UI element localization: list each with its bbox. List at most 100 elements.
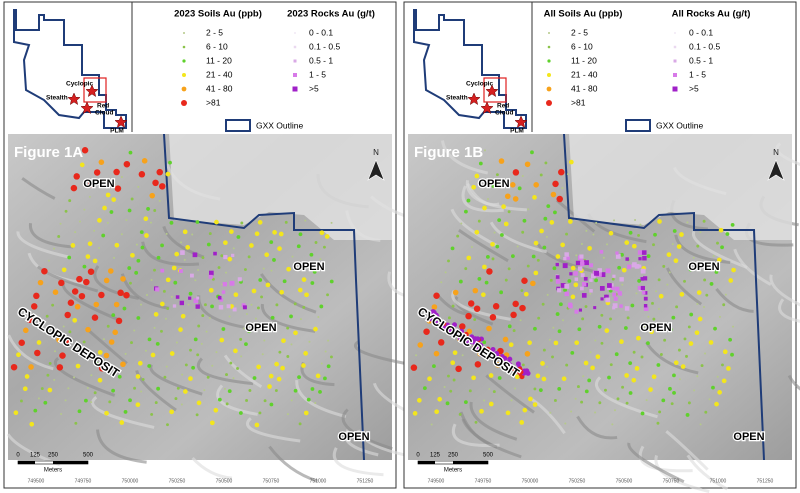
- soil-sample: [702, 219, 706, 223]
- soil-sample: [708, 398, 711, 401]
- soil-sample: [463, 331, 469, 337]
- soil-sample: [609, 317, 613, 321]
- rock-sample: [217, 295, 222, 300]
- soil-sample: [201, 314, 205, 318]
- soil-sample: [565, 363, 569, 367]
- soil-sample: [452, 289, 459, 296]
- soil-sample: [310, 387, 315, 391]
- rock-sample: [597, 272, 602, 277]
- soil-sample: [507, 267, 511, 271]
- rock-sample: [172, 304, 177, 308]
- soil-sample: [492, 303, 500, 310]
- soil-sample: [456, 333, 462, 339]
- soil-sample: [307, 265, 310, 269]
- soil-sample: [256, 306, 260, 310]
- soil-sample: [119, 420, 125, 425]
- soil-sample: [479, 351, 485, 357]
- inset-label: Red: [97, 103, 109, 110]
- soil-sample: [499, 290, 504, 295]
- upland: [569, 134, 792, 240]
- rock-sample: [241, 303, 246, 308]
- soil-sample: [90, 374, 93, 377]
- soil-sample: [187, 303, 190, 306]
- rock-sample: [219, 298, 224, 302]
- ridge: [268, 445, 318, 483]
- soil-sample: [247, 329, 252, 334]
- x-coordinate: 750250: [169, 478, 186, 484]
- soil-sample: [314, 241, 318, 244]
- soil-sample: [621, 385, 625, 389]
- soil-sample: [217, 266, 221, 269]
- soil-sample: [154, 401, 158, 405]
- soil-sample: [166, 307, 170, 310]
- soil-sample: [714, 270, 719, 274]
- inset-frame: [483, 77, 507, 103]
- soil-sample: [456, 234, 460, 238]
- soil-sample: [487, 197, 490, 200]
- rock-sample: [643, 304, 648, 308]
- soil-sample: [533, 181, 540, 188]
- rock-sample: [594, 270, 599, 276]
- soil-sample: [595, 354, 601, 360]
- soil-sample: [274, 361, 279, 367]
- soil-sample: [580, 242, 583, 245]
- soil-sample: [128, 281, 132, 285]
- soil-sample: [658, 293, 664, 299]
- soil-sample: [551, 355, 554, 359]
- soil-sample: [24, 374, 30, 379]
- rock-sample: [560, 283, 566, 288]
- legend-swatch: [181, 100, 187, 106]
- soil-sample: [130, 341, 133, 345]
- rock-sample: [597, 268, 602, 273]
- soil-sample: [26, 316, 33, 324]
- soil-sample: [81, 146, 89, 154]
- soil-sample: [284, 220, 288, 224]
- soil-sample: [595, 221, 598, 224]
- soil-sample: [136, 316, 141, 320]
- soil-sample: [150, 412, 154, 416]
- soil-sample: [225, 402, 229, 406]
- soil-sample: [123, 160, 131, 168]
- soil-sample: [214, 219, 219, 225]
- soil-sample: [128, 150, 133, 155]
- soil-sample: [213, 407, 219, 413]
- soil-sample: [93, 301, 100, 308]
- soil-sample: [685, 413, 690, 417]
- soil-sample: [34, 349, 41, 357]
- soil-sample: [696, 244, 700, 248]
- ridge: [216, 384, 258, 416]
- soil-sample: [558, 302, 563, 307]
- soil-sample: [260, 295, 264, 299]
- soil-sample: [85, 254, 91, 259]
- soil-sample: [688, 267, 693, 272]
- ridge: [29, 222, 74, 249]
- inset-label: Cloud: [95, 110, 113, 117]
- soil-sample: [102, 338, 105, 341]
- map-label: Figure 1A: [14, 144, 83, 161]
- soil-sample: [117, 289, 124, 297]
- soil-sample: [507, 362, 513, 368]
- soil-sample: [165, 365, 168, 368]
- soil-sample: [556, 195, 563, 203]
- soil-sample: [716, 241, 719, 245]
- soil-sample: [607, 375, 611, 380]
- soil-sample: [725, 232, 730, 236]
- rock-sample: [625, 257, 629, 261]
- soil-sample: [711, 385, 715, 390]
- soil-sample: [708, 340, 714, 345]
- rock-sample: [638, 264, 642, 268]
- soil-sample: [662, 264, 666, 268]
- soil-sample: [181, 373, 184, 376]
- legend-swatch: [182, 73, 186, 77]
- soil-sample: [549, 278, 553, 282]
- soil-sample: [507, 210, 511, 214]
- soil-sample: [242, 327, 245, 330]
- soil-sample: [223, 387, 226, 390]
- soil-sample: [570, 351, 575, 355]
- soil-sample: [651, 301, 654, 305]
- soil-sample: [117, 374, 122, 379]
- ridge: [260, 303, 316, 333]
- soil-sample: [504, 278, 508, 282]
- soil-sample: [22, 327, 29, 334]
- star: [514, 115, 528, 129]
